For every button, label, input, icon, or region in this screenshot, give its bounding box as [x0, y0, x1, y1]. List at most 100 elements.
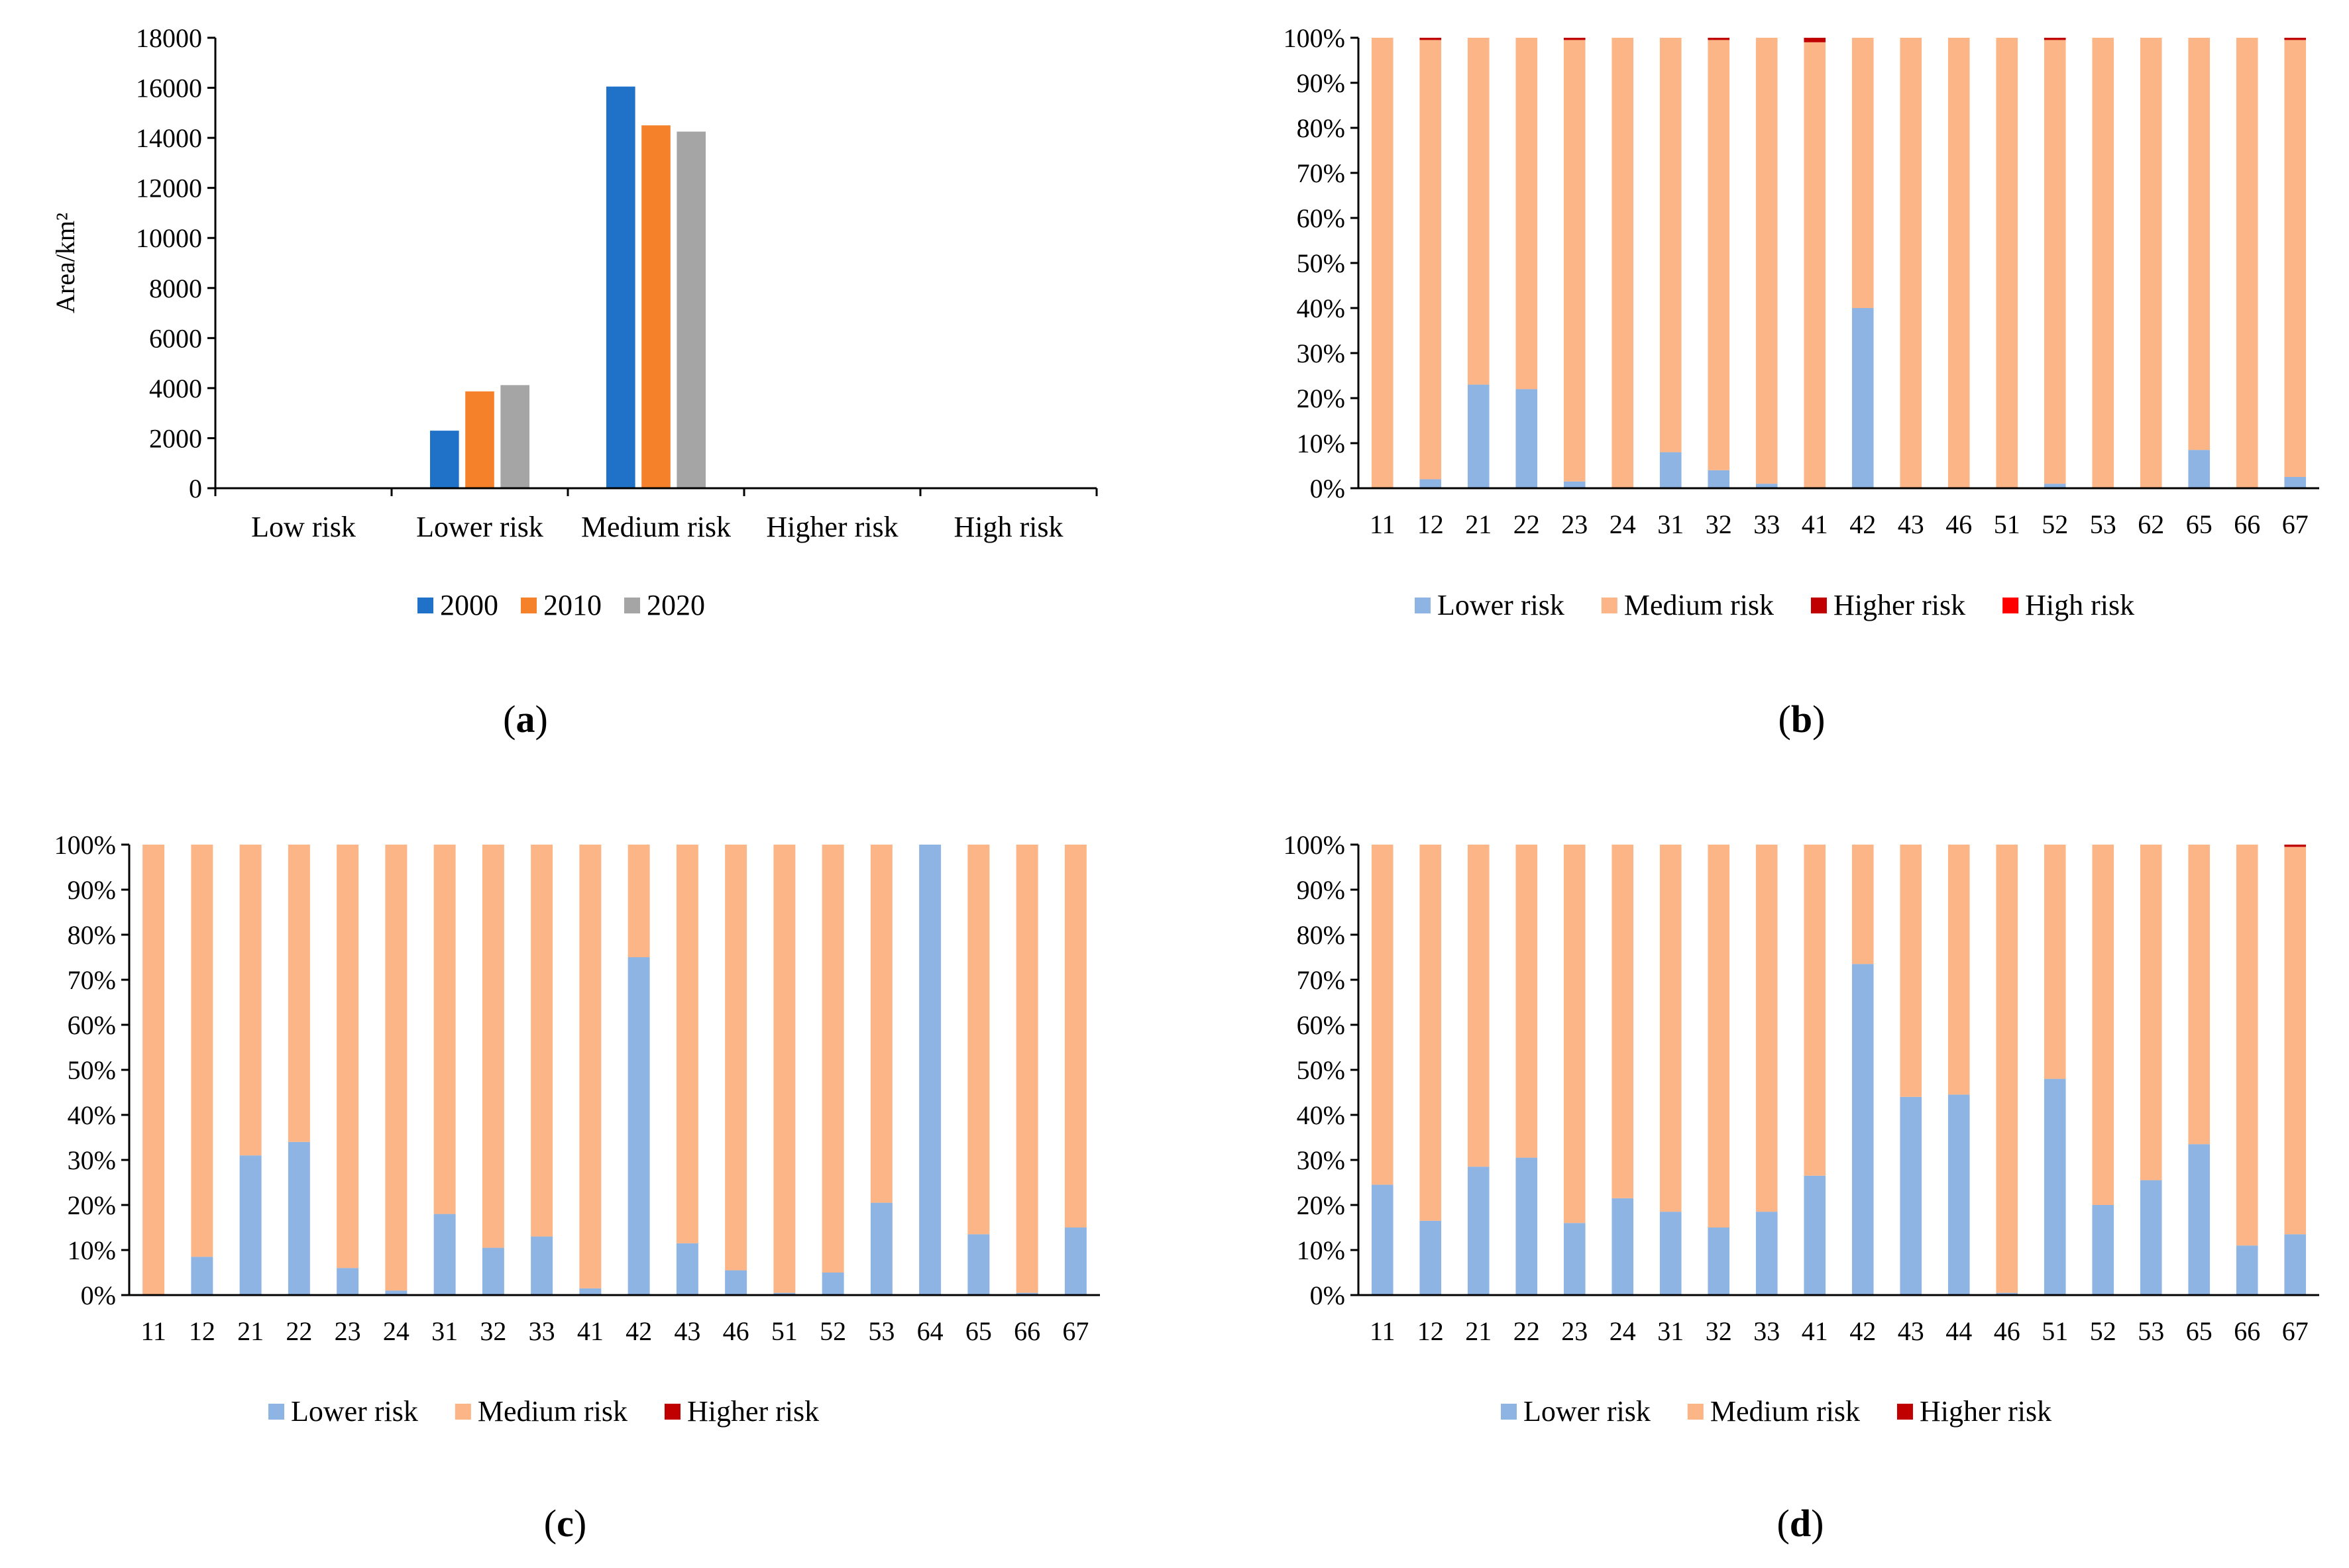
- bar-segment: [1371, 845, 1393, 1185]
- x-tick-label: 65: [2186, 509, 2212, 539]
- x-tick-label: 23: [1561, 1316, 1588, 1346]
- bar-segment: [337, 845, 359, 1269]
- bar-segment: [725, 845, 747, 1271]
- y-tick-label: 30%: [1297, 1145, 1345, 1175]
- x-tick-label: 66: [2234, 509, 2260, 539]
- legend-swatch: [624, 598, 640, 613]
- y-tick-label: 30%: [1297, 339, 1345, 368]
- panel-label-b: (b): [1778, 698, 1826, 741]
- bar-segment: [239, 1155, 262, 1295]
- legend-swatch: [1415, 598, 1431, 613]
- y-tick-label: 100%: [1284, 830, 1345, 860]
- bar-segment: [1804, 38, 1826, 42]
- bar-segment: [1947, 1094, 1970, 1295]
- panel-label-d: (d): [1776, 1502, 1824, 1545]
- bar-segment: [1467, 384, 1490, 488]
- bar-segment: [1612, 1198, 1634, 1295]
- legend-swatch: [1601, 598, 1617, 613]
- bar-segment: [1755, 484, 1778, 488]
- legend-swatch: [2002, 598, 2019, 613]
- legend-label: Higher risk: [687, 1395, 819, 1428]
- bar-segment: [531, 1236, 553, 1295]
- bar-segment: [579, 845, 602, 1288]
- bar: [677, 131, 706, 488]
- bar-segment: [725, 1270, 747, 1295]
- bar-segment: [1851, 308, 1874, 488]
- legend-swatch: [664, 1404, 681, 1420]
- x-tick-label: 66: [2234, 1316, 2260, 1346]
- x-tick-label: 32: [1706, 509, 1732, 539]
- bar-segment: [2236, 38, 2258, 488]
- bar-segment: [2284, 477, 2307, 488]
- x-tick-label: High risk: [954, 511, 1064, 543]
- x-tick-label: 12: [1417, 509, 1444, 539]
- x-tick-label: 24: [383, 1316, 410, 1346]
- x-tick-label: 22: [286, 1316, 312, 1346]
- bar-segment: [2044, 1078, 2066, 1295]
- x-tick-label: Lower risk: [416, 511, 543, 543]
- bar-segment: [1851, 964, 1874, 1295]
- chart-b: 0% 10% 20% 30% 40% 50% 60% 70% 80% 90% 100% 11 12 21 2…: [1284, 23, 2319, 621]
- bar-segment: [1708, 1228, 1730, 1295]
- bar-segment: [1563, 481, 1586, 488]
- x-tick-label: 41: [577, 1316, 604, 1346]
- x-tick-label: 53: [868, 1316, 895, 1346]
- x-tick-label: 67: [2282, 509, 2309, 539]
- bar-segment: [239, 845, 262, 1156]
- bar-segment: [1708, 470, 1730, 488]
- y-tick-label: 0%: [1310, 474, 1345, 503]
- bar-segment: [773, 1292, 796, 1295]
- x-tick-label: Low risk: [251, 511, 356, 543]
- bar-segment: [2140, 1180, 2162, 1295]
- x-tick-label: 22: [1513, 509, 1540, 539]
- x-tick-label: 22: [1513, 1316, 1540, 1346]
- x-tick-label: 12: [189, 1316, 215, 1346]
- bar-segment: [2284, 38, 2307, 40]
- y-tick-label: 14000: [136, 123, 202, 153]
- y-tick-label: 0%: [81, 1281, 116, 1310]
- y-tick-label: 10000: [136, 223, 202, 253]
- x-tick-label: 43: [1898, 509, 1924, 539]
- bar-segment: [1755, 38, 1778, 484]
- legend-label: Lower risk: [1523, 1395, 1651, 1428]
- bar-segment: [628, 845, 650, 957]
- bar-segment: [433, 845, 456, 1214]
- panel-label-a: (a): [503, 698, 548, 741]
- bar-segment: [1419, 1220, 1442, 1295]
- x-tick-label: Higher risk: [766, 511, 898, 543]
- y-tick-label: 70%: [1297, 965, 1345, 995]
- bar-segment: [870, 1202, 893, 1295]
- bar-segment: [288, 845, 310, 1142]
- bar-segment: [2284, 847, 2307, 1235]
- y-tick-label: 10%: [1297, 1235, 1345, 1265]
- y-tick-label: 40%: [1297, 293, 1345, 323]
- bar-segment: [1467, 1167, 1490, 1295]
- legend-label: Lower risk: [1437, 589, 1564, 621]
- bar: [465, 391, 494, 488]
- bar-segment: [1515, 1157, 1538, 1295]
- bar: [606, 86, 635, 488]
- bar-segment: [1563, 845, 1586, 1224]
- bar-segment: [433, 1214, 456, 1295]
- bar-segment: [676, 845, 698, 1243]
- bar-segment: [2284, 1234, 2307, 1295]
- bar-segment: [1515, 38, 1538, 390]
- bar-segment: [822, 1273, 844, 1295]
- x-tick-label: 11: [140, 1316, 166, 1346]
- y-tick-label: 20%: [68, 1190, 116, 1220]
- y-tick-label: 50%: [1297, 1055, 1345, 1085]
- legend-label: 2020: [647, 589, 705, 621]
- x-tick-label: 67: [2282, 1316, 2309, 1346]
- legend-swatch: [268, 1404, 284, 1420]
- bar-segment: [288, 1141, 310, 1295]
- y-tick-label: 70%: [68, 965, 116, 995]
- bar-segment: [1371, 1184, 1393, 1295]
- bar-segment: [1900, 1096, 1922, 1295]
- bar-segment: [1419, 845, 1442, 1221]
- bar-segment: [2092, 845, 2114, 1205]
- bar-segment: [1708, 38, 1730, 40]
- y-tick-label: 80%: [1297, 920, 1345, 950]
- legend-label: 2000: [440, 589, 498, 621]
- bar-segment: [1612, 38, 1634, 488]
- x-tick-label: 32: [1706, 1316, 1732, 1346]
